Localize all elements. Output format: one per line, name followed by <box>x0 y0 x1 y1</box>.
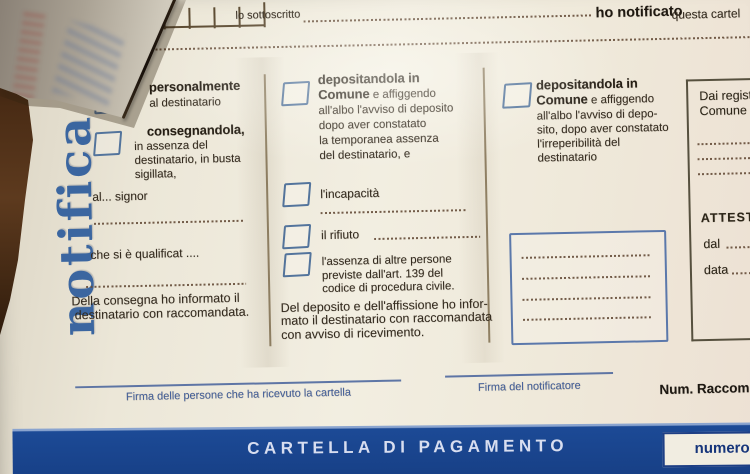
numero-value: numero 05 <box>694 439 750 457</box>
option-title-bold: Comune <box>536 91 588 108</box>
ghost-print <box>51 20 127 106</box>
ho-notificato-label: ho notificato <box>595 3 683 22</box>
checkbox-rifiuto[interactable] <box>282 223 312 250</box>
option-incapacita-label: l'incapacità <box>320 185 380 202</box>
notes-fill-line[interactable] <box>522 316 651 321</box>
option-line: codice di procedura civile. <box>322 280 455 296</box>
option-personalmente-sub: al destinatario <box>149 96 222 110</box>
notes-fill-line[interactable] <box>522 296 651 301</box>
option-consegnandola-line: destinatario, in busta <box>134 152 241 168</box>
option-line: destinatario <box>537 151 598 165</box>
ghost-print <box>11 6 47 100</box>
option-assenza-persone: l'assenza di altre persone previste dall… <box>322 253 455 296</box>
notifica-side-label: notifica <box>46 113 106 337</box>
comb-tick <box>213 7 216 29</box>
column-divider <box>263 74 272 347</box>
option-consegnandola-line: sigillata, <box>134 168 177 182</box>
notifier-signature-line[interactable] <box>445 372 614 378</box>
qualificat-fill-line[interactable] <box>86 282 247 289</box>
notifier-signature-caption: Firma del notificatore <box>477 379 581 394</box>
sottoscritto-fill-line[interactable] <box>303 14 592 23</box>
cartella-title-bar: CARTELLA DI PAGAMENTO numero 05 <box>12 422 750 474</box>
data-fill-line[interactable] <box>731 271 750 275</box>
incapacita-fill-line[interactable] <box>320 209 467 215</box>
col2-footer: Del deposito e dell'affissione ho infor-… <box>280 297 492 342</box>
qualificat-label: che si è qualificat .... <box>90 245 200 262</box>
option-line: sito, dopo aver constatato <box>536 121 669 137</box>
registry-fill-line[interactable] <box>697 141 750 146</box>
rifiuto-fill-line[interactable] <box>374 235 481 241</box>
cartella-title: CARTELLA DI PAGAMENTO <box>247 436 569 458</box>
option-consegnandola-title: consegnandola, <box>146 121 245 139</box>
dal-fill-line[interactable] <box>726 245 750 249</box>
data-label: data <box>703 262 729 278</box>
option-title-rest: e affiggendo <box>369 87 436 102</box>
option-rifiuto-label: il rifiuto <box>320 227 360 243</box>
receiver-signature-caption: Firma delle persone che ha ricevuto la c… <box>125 386 352 404</box>
num-raccomandata-label: Num. Raccom <box>659 380 750 398</box>
registry-line2: Comune ri <box>699 103 750 119</box>
checkbox-deposito-irreperibilita[interactable] <box>502 82 533 109</box>
notes-fill-line[interactable] <box>522 275 651 280</box>
checkbox-assenza-persone[interactable] <box>282 251 312 278</box>
col2-footer-line: con avviso di ricevimento. <box>281 324 425 342</box>
dal-label: dal <box>703 236 721 252</box>
registry-line1: Dai registri <box>699 87 750 104</box>
questa-cartella-label: questa cartel <box>671 6 741 22</box>
option-line: la temporanea assenza <box>319 132 439 148</box>
checkbox-consegnandola[interactable] <box>93 130 123 157</box>
numero-box: numero 05 <box>662 431 750 468</box>
registry-fill-line[interactable] <box>697 171 750 176</box>
io-sottoscritto-label: lo sottoscritto <box>235 8 301 22</box>
al-signor-label: al... signor <box>92 188 148 204</box>
option-deposito-assenza: depositandola in Comune e affiggendo all… <box>318 69 455 164</box>
notes-box[interactable] <box>509 229 669 346</box>
col1-footer-line: destinatario con raccomandata. <box>74 304 250 323</box>
option-title-bold: Comune <box>317 86 370 103</box>
comune-registry-panel: Dai registri Comune ri ATTESTA dal data <box>685 77 750 342</box>
option-line: all'albo l'avviso di deposito <box>318 102 454 118</box>
option-title-rest: e affiggendo <box>587 93 655 107</box>
attesta-label: ATTESTA <box>700 209 750 226</box>
option-personalmente-title: personalmente <box>148 77 241 95</box>
option-line: del destinatario, e <box>319 148 411 163</box>
comb-tick <box>188 7 191 29</box>
signor-fill-line[interactable] <box>93 219 244 225</box>
option-consegnandola-line: in assenza del <box>134 139 208 154</box>
checkbox-incapacita[interactable] <box>282 181 312 208</box>
checkbox-deposito-assenza[interactable] <box>281 80 311 107</box>
option-deposito-irreperibilita: depositandola in Comune e affiggendo all… <box>536 75 669 166</box>
notes-fill-line[interactable] <box>521 254 650 259</box>
registry-fill-line[interactable] <box>697 156 750 161</box>
